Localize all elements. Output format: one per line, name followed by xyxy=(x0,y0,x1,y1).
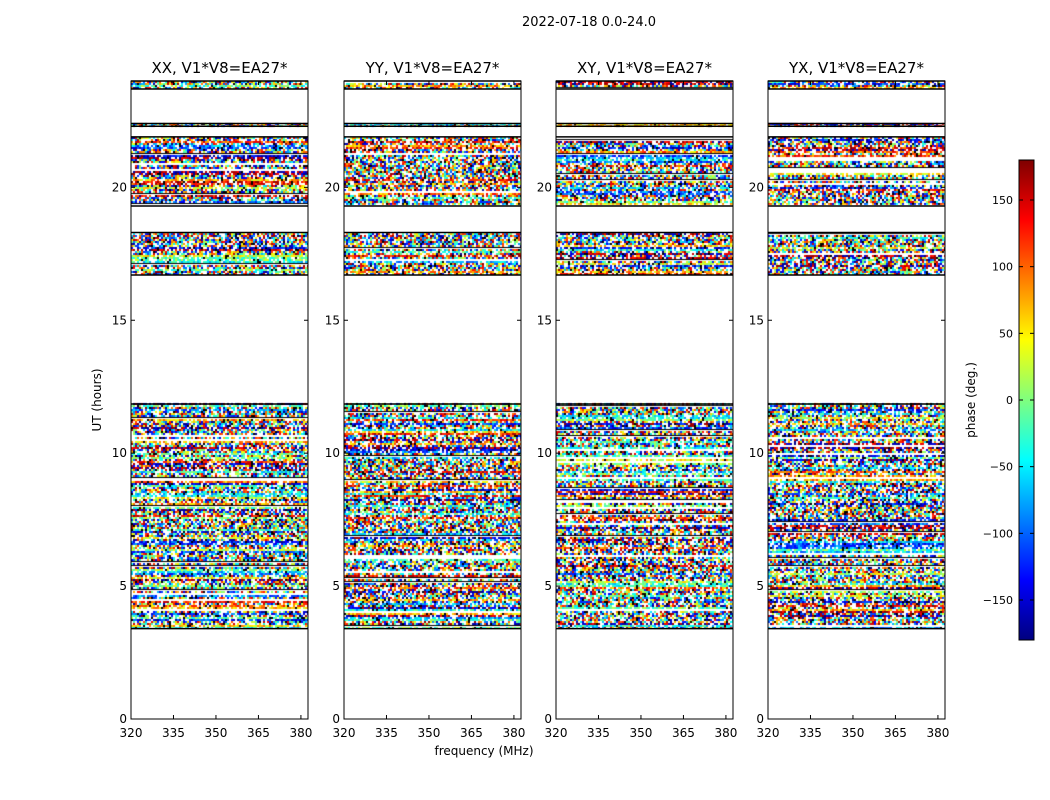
heatmap-image xyxy=(344,81,521,719)
x-tick-label: 380 xyxy=(502,726,525,740)
x-tick-label: 365 xyxy=(884,726,907,740)
colorbar-tick-label: 50 xyxy=(999,327,1013,340)
y-tick-label: 20 xyxy=(749,180,764,194)
y-tick-label: 10 xyxy=(537,446,552,460)
colorbar-ticks: 150 100 50 0 −50 −100 −150 xyxy=(983,194,1034,607)
x-tick-label: 335 xyxy=(162,726,185,740)
y-tick-label: 10 xyxy=(749,446,764,460)
x-tick-label: 365 xyxy=(672,726,695,740)
panel-title: XY, V1*V8=EA27* xyxy=(577,59,712,77)
x-tick-label: 350 xyxy=(630,726,653,740)
y-tick-label: 15 xyxy=(112,313,127,327)
x-axis-label: frequency (MHz) xyxy=(434,744,533,758)
axes-frame xyxy=(130,80,309,720)
x-tick-label: 350 xyxy=(205,726,228,740)
y-tick-label: 15 xyxy=(325,313,340,327)
x-tick-label: 335 xyxy=(375,726,398,740)
y-tick-label: 15 xyxy=(749,313,764,327)
colorbar-tick-label: −100 xyxy=(983,527,1013,540)
panels: XX, V1*V8=EA27*320 335 350 365 38005101520YY… xyxy=(112,59,950,740)
y-tick-label: 15 xyxy=(537,313,552,327)
x-tick-label: 365 xyxy=(247,726,270,740)
x-tick-label: 380 xyxy=(714,726,737,740)
y-axis-label: UT (hours) xyxy=(90,368,104,431)
panel-title: YX, V1*V8=EA27* xyxy=(788,59,924,77)
y-tick-label: 0 xyxy=(756,712,764,726)
colorbar-tick-label: 150 xyxy=(992,194,1013,207)
x-tick-label: 320 xyxy=(333,726,356,740)
panel-3: XY, V1*V8=EA27* 320 335 350 365 380 0 5 10 15 20 xyxy=(537,59,738,740)
x-tick-label: 320 xyxy=(120,726,143,740)
y-tick-label: 5 xyxy=(544,579,552,593)
y-tick-label: 5 xyxy=(119,579,127,593)
y-tick-label: 0 xyxy=(544,712,552,726)
heatmap-image xyxy=(131,81,308,719)
x-tick-label: 350 xyxy=(418,726,441,740)
colorbar-tick-label: −50 xyxy=(990,461,1013,474)
colorbar-label: phase (deg.) xyxy=(964,362,978,438)
x-tick-label: 380 xyxy=(926,726,949,740)
y-tick-label: 20 xyxy=(537,180,552,194)
y-tick-label: 20 xyxy=(112,180,127,194)
x-tick-label: 350 xyxy=(842,726,865,740)
colorbar-tick-label: 0 xyxy=(1006,394,1013,407)
y-tick-label: 5 xyxy=(332,579,340,593)
colorbar-tick-label: 100 xyxy=(992,261,1013,274)
x-tick-label: 320 xyxy=(545,726,568,740)
x-tick-label: 365 xyxy=(460,726,483,740)
colorbar-tick-label: −150 xyxy=(983,594,1013,607)
colorbar: 150 100 50 0 −50 −100 −150 phase (deg.) xyxy=(964,159,1035,641)
heatmap-image xyxy=(556,81,733,719)
x-tick-label: 335 xyxy=(799,726,822,740)
panel-title: XX, V1*V8=EA27* xyxy=(151,59,288,77)
panel-1: XX, V1*V8=EA27* 320 335 350 365 380 0 5 10 15 20 xyxy=(112,59,313,740)
y-tick-label: 10 xyxy=(325,446,340,460)
y-tick-label: 0 xyxy=(119,712,127,726)
suptitle: 2022-07-18 0.0-24.0 xyxy=(522,15,656,30)
x-tick-label: 320 xyxy=(757,726,780,740)
panel-title: YY, V1*V8=EA27* xyxy=(365,59,500,77)
y-tick-label: 20 xyxy=(325,180,340,194)
x-tick-label: 335 xyxy=(587,726,610,740)
panel-4: YX, V1*V8=EA27* 320 335 350 365 380 0 5 10 15 20 xyxy=(749,59,950,740)
y-tick-label: 5 xyxy=(756,579,764,593)
panel-2: YY, V1*V8=EA27* 320 335 350 365 380 0 5 10 15 20 xyxy=(325,59,526,740)
x-tick-label: 380 xyxy=(289,726,312,740)
axes-frame xyxy=(555,80,734,720)
y-tick-label: 0 xyxy=(332,712,340,726)
axes-frame xyxy=(343,80,522,720)
y-tick-label: 10 xyxy=(112,446,127,460)
axes-frame xyxy=(767,80,946,720)
heatmap-image xyxy=(768,81,945,719)
